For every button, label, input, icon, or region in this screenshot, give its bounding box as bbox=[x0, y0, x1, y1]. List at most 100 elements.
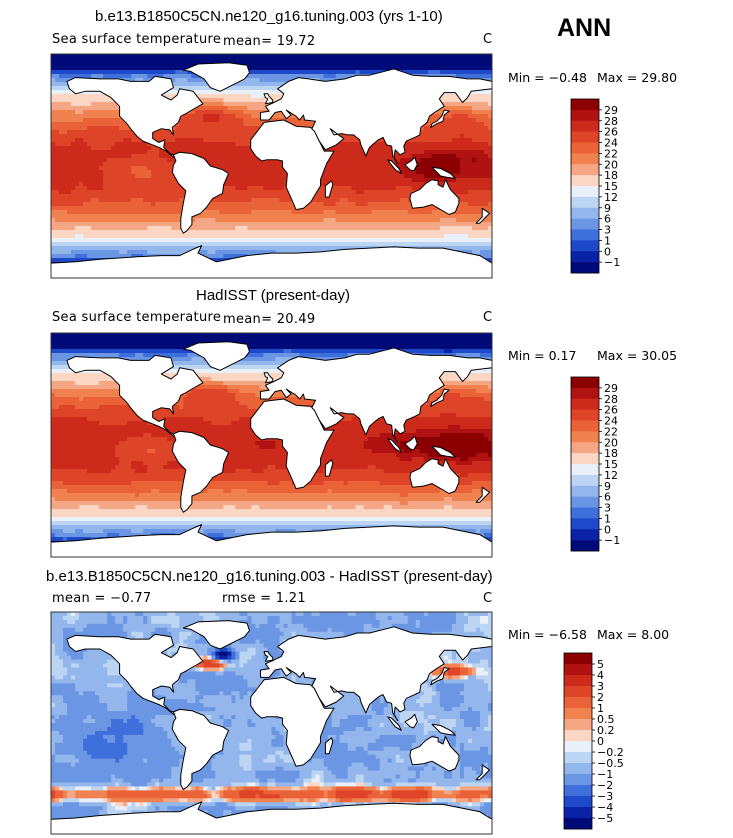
land-sumatra bbox=[387, 159, 402, 174]
map-frame bbox=[50, 611, 493, 835]
land-antarctica bbox=[51, 245, 492, 278]
colorbar-tick-label: 20 bbox=[604, 436, 618, 449]
panel3-rmse: rmse = 1.21 bbox=[222, 591, 306, 606]
colorbar-tick-label: 26 bbox=[604, 126, 618, 139]
land-australia bbox=[409, 179, 460, 215]
colorbar-swatch bbox=[571, 485, 599, 497]
land-borneo bbox=[404, 435, 418, 451]
panel3-min: Min = −6.58 bbox=[508, 627, 587, 642]
panel2-units: C bbox=[483, 310, 493, 325]
colorbar-swatch bbox=[571, 431, 599, 443]
land-australia bbox=[409, 736, 460, 772]
colorbar-swatch bbox=[571, 175, 599, 187]
colorbar-swatch bbox=[571, 398, 599, 410]
land-borneo bbox=[404, 713, 418, 729]
land-japan bbox=[430, 667, 450, 686]
panel2-mean: mean= 20.49 bbox=[223, 312, 316, 327]
land-africa bbox=[250, 398, 335, 490]
land-madagascar bbox=[324, 459, 334, 477]
continents bbox=[51, 620, 492, 834]
colorbar-tick-label: −3 bbox=[597, 790, 613, 803]
land-newGuinea bbox=[431, 723, 456, 736]
land-japan bbox=[430, 388, 450, 407]
land-africa bbox=[250, 676, 335, 767]
colorbar-swatch bbox=[564, 807, 592, 819]
colorbar-tick-label: 12 bbox=[604, 191, 618, 204]
colorbar-swatch bbox=[571, 409, 599, 421]
land-newZealand bbox=[475, 207, 491, 224]
colorbar-swatch bbox=[571, 120, 599, 132]
land-northAmerica bbox=[66, 75, 204, 158]
colorbar-swatch bbox=[564, 796, 592, 808]
colorbar-swatch bbox=[571, 142, 599, 154]
map-frame bbox=[50, 332, 493, 558]
colorbar-tick-label: 3 bbox=[597, 680, 604, 693]
colorbar-tick-label: 18 bbox=[604, 447, 618, 460]
colorbar-tick-label: 6 bbox=[604, 213, 611, 226]
colorbar-tick-label: 3 bbox=[604, 224, 611, 237]
land-britain bbox=[263, 372, 274, 384]
panel2-max: Max = 30.05 bbox=[597, 348, 678, 363]
colorbar-swatch bbox=[571, 99, 599, 111]
panel2-title: HadISST (present-day) bbox=[196, 287, 350, 304]
colorbar-swatch bbox=[571, 207, 599, 219]
land-australia bbox=[409, 458, 460, 494]
colorbar-tick-label: 1 bbox=[604, 512, 611, 525]
land-northAmerica bbox=[66, 354, 204, 437]
land-newGuinea bbox=[431, 166, 456, 179]
colorbar-swatch bbox=[564, 708, 592, 720]
land-greenland bbox=[182, 62, 250, 92]
colorbar-swatch bbox=[571, 507, 599, 519]
colorbar-swatch bbox=[571, 164, 599, 176]
colorbar-tick-label: 26 bbox=[604, 404, 618, 417]
colorbar-tick-label: 1 bbox=[604, 234, 611, 247]
land-southAmerica bbox=[171, 708, 230, 791]
season-label: ANN bbox=[557, 14, 612, 42]
land-japan bbox=[430, 109, 450, 128]
colorbar-swatch bbox=[571, 540, 599, 552]
colorbar-tick-label: 0.5 bbox=[597, 713, 615, 726]
colorbar-tick-label: 9 bbox=[604, 202, 611, 215]
land-sumatra bbox=[387, 716, 402, 731]
colorbar-tick-label: 6 bbox=[604, 491, 611, 504]
colorbar-tick-label: 0 bbox=[597, 735, 604, 748]
land-antarctica bbox=[51, 801, 492, 834]
panel3-title: b.e13.B1850C5CN.ne120_g16.tuning.003 - H… bbox=[46, 568, 493, 585]
colorbar-tick-label: 5 bbox=[597, 658, 604, 671]
colorbar-tick-label: 20 bbox=[604, 158, 618, 171]
panel3-mean: mean = −0.77 bbox=[52, 591, 152, 606]
colorbar-swatch bbox=[564, 730, 592, 742]
colorbar-tick-label: 18 bbox=[604, 169, 618, 182]
panel1-min: Min = −0.48 bbox=[508, 70, 587, 85]
land-greenland bbox=[182, 620, 250, 650]
land-newZealand bbox=[475, 764, 491, 781]
colorbar-swatch bbox=[571, 518, 599, 530]
colorbar-swatch bbox=[571, 442, 599, 454]
colorbar-tick-label: −1 bbox=[604, 256, 620, 269]
colorbar-swatch bbox=[564, 686, 592, 698]
colorbar-swatch bbox=[571, 218, 599, 230]
colorbar-tick-label: 22 bbox=[604, 147, 618, 160]
land-southAmerica bbox=[171, 151, 230, 234]
colorbar-tick-label: 22 bbox=[604, 425, 618, 438]
colorbar-swatch bbox=[564, 719, 592, 731]
colorbar-tick-label: −5 bbox=[597, 812, 613, 825]
land-sumatra bbox=[387, 438, 402, 453]
land-greenland bbox=[182, 341, 250, 371]
colorbar-swatch bbox=[571, 153, 599, 165]
colorbar-tick-label: −1 bbox=[597, 768, 613, 781]
colorbar-tick-label: 0.2 bbox=[597, 724, 615, 737]
ocean-field bbox=[51, 54, 492, 278]
colorbar-tick-label: 28 bbox=[604, 393, 618, 406]
continents bbox=[51, 62, 492, 278]
colorbar-tick-label: 29 bbox=[604, 382, 618, 395]
land-eurasia bbox=[260, 626, 492, 721]
land-britain bbox=[263, 93, 274, 105]
map-frame bbox=[50, 53, 493, 279]
colorbar-swatch bbox=[571, 474, 599, 487]
panel1-title: b.e13.B1850C5CN.ne120_g16.tuning.003 (yr… bbox=[95, 8, 443, 25]
